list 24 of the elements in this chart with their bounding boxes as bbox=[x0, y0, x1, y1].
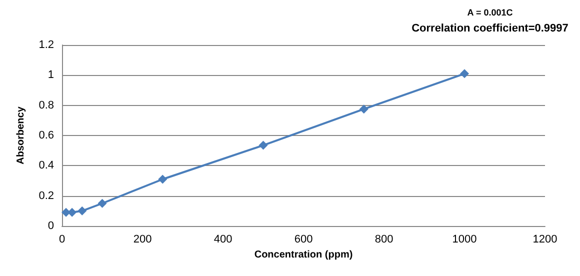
x-tick-label: 200 bbox=[133, 234, 152, 246]
y-tick-label: 0.6 bbox=[38, 130, 54, 142]
x-tick-label: 800 bbox=[374, 234, 394, 246]
y-axis-title: Absorbency bbox=[16, 106, 26, 164]
point bbox=[158, 174, 168, 184]
point bbox=[359, 104, 368, 114]
y-tick-label: 0.8 bbox=[38, 99, 54, 112]
point bbox=[78, 206, 87, 216]
x-tick-label: 1200 bbox=[532, 234, 558, 246]
point bbox=[98, 198, 107, 208]
text: A = 0.001C bbox=[467, 8, 514, 18]
y-tick-label: 0.4 bbox=[38, 160, 54, 172]
x-tick-label: 1000 bbox=[452, 234, 477, 246]
point bbox=[460, 69, 469, 78]
x-axis-title: Concentration (ppm) bbox=[254, 250, 353, 260]
x-tick-label: 0 bbox=[58, 234, 66, 246]
x-tick-label: 600 bbox=[294, 234, 313, 246]
y-tick-label: 0.2 bbox=[38, 190, 54, 202]
x-tick-label: 400 bbox=[214, 234, 232, 246]
point bbox=[258, 140, 268, 150]
text: Correlation coefficient=0.9997 bbox=[412, 22, 568, 34]
y-tick-label: 0 bbox=[48, 220, 54, 232]
y-tick-label: 1 bbox=[48, 69, 54, 82]
y-tick-label: 1.2 bbox=[38, 39, 54, 51]
